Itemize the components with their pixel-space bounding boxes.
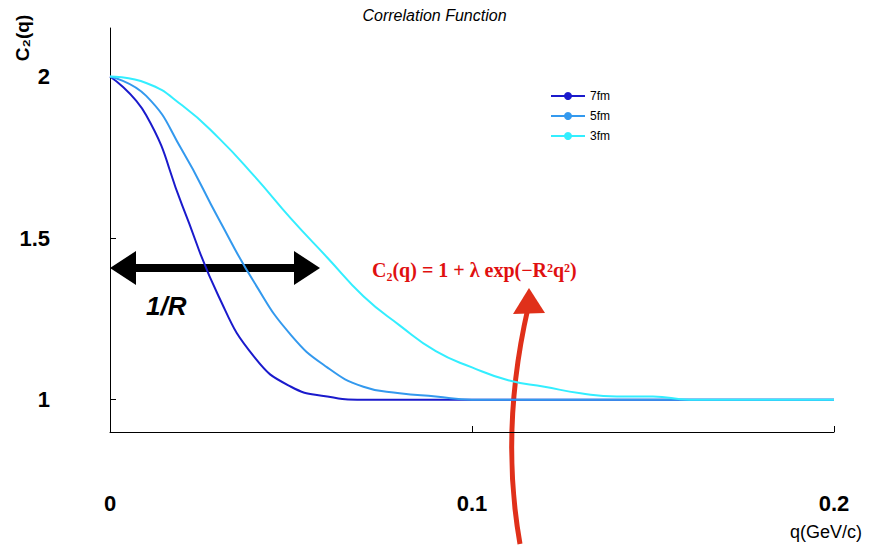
svg-text:7fm: 7fm: [590, 89, 610, 103]
svg-text:3fm: 3fm: [590, 129, 610, 143]
svg-text:5fm: 5fm: [590, 109, 610, 123]
svg-text:Correlation Function: Correlation Function: [362, 7, 506, 24]
svg-text:C₂(q): C₂(q): [12, 15, 33, 61]
svg-text:1: 1: [38, 387, 50, 412]
svg-text:0.2: 0.2: [819, 491, 850, 516]
svg-text:C₂(q) = 1 + λ exp(−R²q²): C₂(q) = 1 + λ exp(−R²q²): [372, 259, 577, 282]
svg-text:1.5: 1.5: [19, 226, 50, 251]
svg-text:1/R: 1/R: [146, 291, 187, 321]
svg-text:q(GeV/c): q(GeV/c): [790, 522, 862, 542]
svg-text:2: 2: [38, 64, 50, 89]
svg-text:0: 0: [104, 491, 116, 516]
svg-text:0.1: 0.1: [457, 491, 488, 516]
